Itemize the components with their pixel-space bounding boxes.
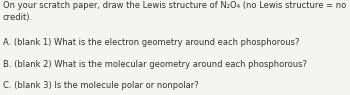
Text: C. (blank 3) Is the molecule polar or nonpolar?: C. (blank 3) Is the molecule polar or no… bbox=[3, 81, 198, 90]
Text: A. (blank 1) What is the electron geometry around each phosphorous?: A. (blank 1) What is the electron geomet… bbox=[3, 38, 299, 48]
Text: B. (blank 2) What is the molecular geometry around each phosphorous?: B. (blank 2) What is the molecular geome… bbox=[3, 60, 307, 69]
Text: On your scratch paper, draw the Lewis structure of N₂O₄ (no Lewis structure = no: On your scratch paper, draw the Lewis st… bbox=[3, 1, 346, 22]
